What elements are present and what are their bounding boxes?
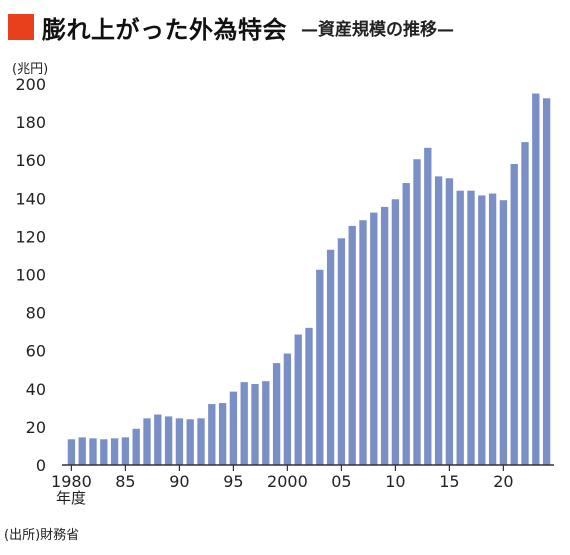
bar: [186, 419, 194, 465]
bar: [100, 439, 108, 465]
title-marker: [8, 14, 34, 40]
bar: [488, 193, 497, 465]
bar: [434, 176, 443, 465]
bar: [78, 437, 86, 465]
bar: [445, 178, 454, 466]
bar: [175, 418, 184, 465]
x-tick-label: 85: [115, 472, 135, 491]
bar: [467, 190, 475, 465]
bar: [197, 418, 205, 465]
bar: [456, 190, 464, 465]
x-tick-label: 1980: [51, 472, 92, 491]
y-tick-label: 100: [15, 266, 46, 285]
bar: [110, 438, 119, 465]
x-tick-label: 95: [223, 472, 243, 491]
y-axis: 0 20 40 60 80 100 120 140 160 180 200: [15, 75, 46, 475]
bar: [305, 327, 313, 465]
y-tick-label: 60: [26, 342, 46, 361]
bar: [532, 93, 540, 466]
y-tick-label: 0: [36, 456, 46, 475]
chart-header: 膨れ上がった外為特会 —資産規模の推移—: [8, 10, 454, 44]
x-tick-label: 2000: [267, 472, 308, 491]
y-tick-label: 20: [26, 418, 46, 437]
chart-title: 膨れ上がった外為特会: [42, 15, 287, 44]
bar: [208, 404, 216, 465]
y-tick-label: 180: [15, 113, 46, 132]
y-tick-label: 200: [15, 75, 46, 94]
bar: [272, 363, 281, 465]
bar: [370, 212, 378, 465]
bar: [380, 206, 389, 465]
bar: [294, 334, 302, 465]
x-tick-label: 90: [169, 472, 189, 491]
bar: [424, 147, 432, 465]
bar: [510, 164, 518, 465]
x-axis-label: 年度: [56, 489, 87, 507]
bars: [67, 93, 551, 466]
bar: [348, 225, 356, 465]
bar: [326, 249, 335, 465]
y-tick-label: 80: [26, 304, 46, 323]
bar: [143, 418, 151, 465]
bar: [164, 416, 173, 465]
bar: [337, 238, 346, 465]
bar: [251, 384, 259, 465]
bar: [240, 382, 248, 465]
bar: [499, 200, 508, 465]
bar: [218, 403, 227, 465]
bar: [132, 428, 140, 465]
bar: [262, 381, 270, 465]
x-tick-label: 10: [385, 472, 405, 491]
y-tick-label: 40: [26, 380, 46, 399]
bar: [413, 159, 421, 465]
bar: [478, 195, 486, 465]
bar: [521, 142, 529, 466]
bar: [391, 199, 400, 465]
bar: [359, 220, 367, 465]
bar: [67, 439, 76, 465]
x-tick-label: 15: [439, 472, 459, 491]
bar: [542, 98, 551, 465]
x-tick-label: 05: [331, 472, 351, 491]
x-tick-label: 20: [493, 472, 513, 491]
bar: [154, 414, 162, 465]
bar: [402, 183, 410, 465]
y-tick-label: 140: [15, 189, 46, 208]
bar: [89, 438, 97, 465]
y-unit-label: (兆円): [12, 62, 49, 77]
chart-subtitle: —資産規模の推移—: [301, 19, 454, 40]
y-tick-label: 160: [15, 151, 46, 170]
x-axis: 1980 85 90 95 2000 05 10 15 20: [51, 465, 514, 491]
bar: [121, 437, 130, 465]
bar: [283, 353, 292, 465]
y-tick-label: 120: [15, 227, 46, 246]
source-note: (出所)財務省: [4, 528, 80, 543]
bar: [316, 269, 324, 465]
bar: [229, 391, 238, 465]
